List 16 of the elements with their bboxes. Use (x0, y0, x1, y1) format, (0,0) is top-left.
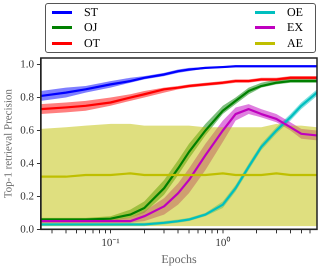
legend-label: OJ (84, 20, 98, 36)
y-tick-label: 0.6 (20, 124, 34, 136)
y-tick-label: 0.0 (20, 223, 34, 236)
legend-label: ST (84, 5, 100, 20)
legend-label: OE (287, 5, 304, 20)
y-tick-label: 0.4 (20, 157, 34, 170)
legend-label: EX (287, 20, 304, 36)
y-tick-label: 0.2 (20, 190, 34, 202)
legend-label: OT (84, 36, 101, 51)
y-axis-title: Top-1 retrieval Precision (2, 88, 14, 198)
x-axis-title: Epochs (161, 252, 197, 266)
y-tick-label: 1.0 (20, 58, 34, 70)
y-tick-label: 0.8 (20, 91, 34, 104)
x-tick-label: 10⁻¹ (101, 236, 120, 249)
legend-label: AE (287, 36, 304, 51)
x-tick-label: 10⁰ (215, 236, 230, 249)
